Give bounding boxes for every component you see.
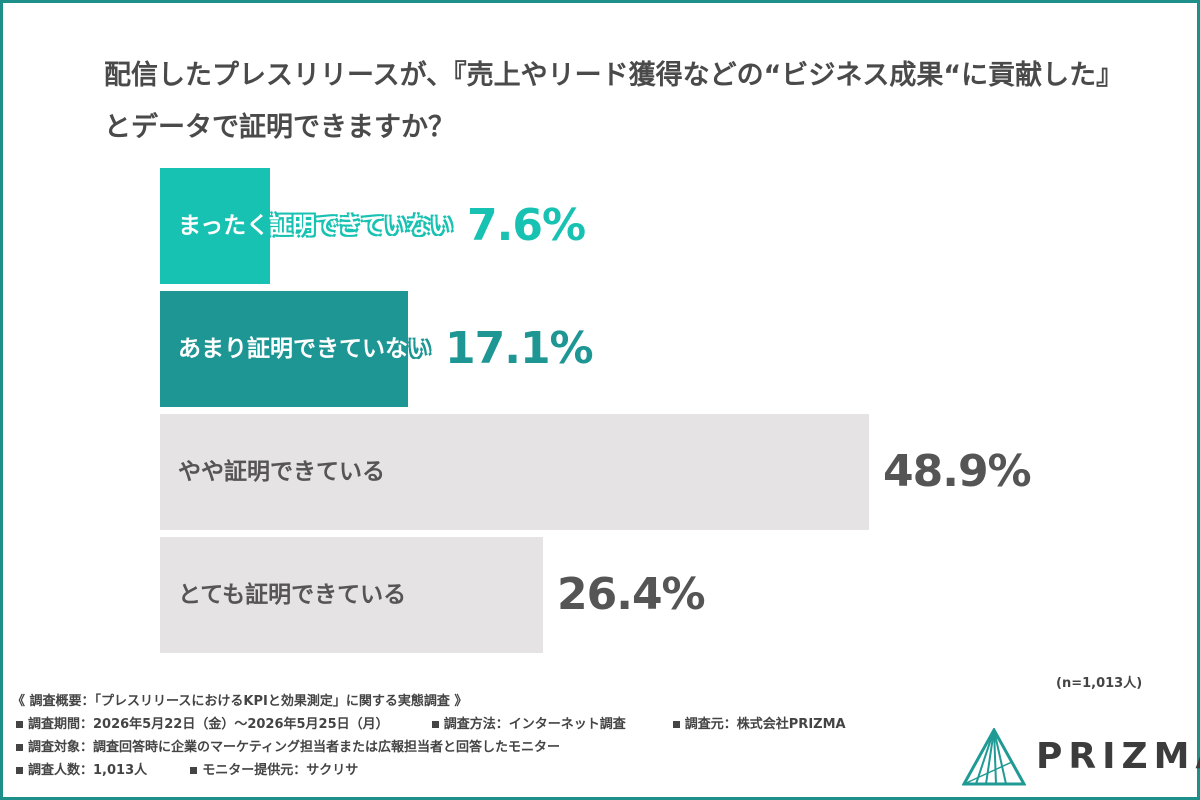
survey-heading: 《 調査概要：「プレスリリースにおけるKPIと効果測定」に関する実態調査 》 xyxy=(12,694,468,709)
chart-title: 配信したプレスリリースが、『売上やリード獲得などの“ビジネス成果“に貢献した』と… xyxy=(104,60,1110,143)
survey-target: 調査対象：調査回答時に企業のマーケティング担当者または広報担当者と回答したモニタ… xyxy=(28,740,560,755)
survey-method: 調査方法：インターネット調査 xyxy=(443,717,626,732)
value-label: 17.1% xyxy=(445,323,594,374)
category-label: あまり証明できていない xyxy=(178,336,431,362)
category-label: まったく証明できていない xyxy=(178,213,454,239)
category-label: やや証明できている xyxy=(178,459,385,485)
bullet-icon xyxy=(672,720,680,728)
bullet-icon xyxy=(16,743,23,751)
logo-text: PRIZMA xyxy=(1036,736,1200,777)
prism-logo-icon xyxy=(961,726,1027,786)
survey-overview: 《 調査概要：「プレスリリースにおけるKPIと効果測定」に関する実態調査 》 調… xyxy=(12,690,942,782)
bar xyxy=(160,537,543,653)
bullet-icon xyxy=(190,766,198,774)
value-label: 26.4% xyxy=(557,569,706,620)
bullet-icon xyxy=(16,766,23,774)
bar xyxy=(160,414,869,530)
bullet-icon xyxy=(431,720,439,728)
survey-count: 調査人数：1,013人 xyxy=(28,763,148,778)
survey-organizer: 調査元：株式会社PRIZMA xyxy=(684,717,846,732)
bar xyxy=(160,168,270,284)
value-label: 7.6% xyxy=(467,200,586,251)
bullet-icon xyxy=(16,720,23,728)
survey-period: 調査期間：2026年5月22日（金）～2026年5月25日（月） xyxy=(28,717,389,732)
monitor-provider: モニター提供元：サクリサ xyxy=(202,763,359,778)
category-label: とても証明できている xyxy=(178,582,407,608)
bar xyxy=(160,291,408,407)
sample-size-note: (n=1,013人) xyxy=(1056,676,1143,691)
prizma-logo: PRIZMA xyxy=(961,726,1200,786)
value-label: 48.9% xyxy=(883,446,1032,497)
